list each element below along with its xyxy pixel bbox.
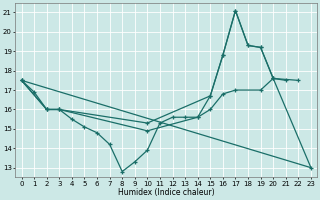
X-axis label: Humidex (Indice chaleur): Humidex (Indice chaleur) xyxy=(118,188,214,197)
